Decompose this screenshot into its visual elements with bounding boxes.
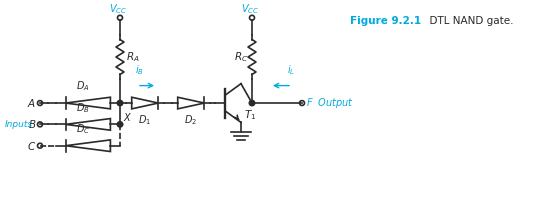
- Text: Figure 9.2.1: Figure 9.2.1: [350, 16, 421, 26]
- Text: $F$  Output: $F$ Output: [306, 96, 354, 110]
- Text: $A$: $A$: [27, 97, 36, 109]
- Text: $D_B$: $D_B$: [76, 101, 90, 115]
- Text: $i_L$: $i_L$: [287, 63, 295, 77]
- Text: $V_{CC}$: $V_{CC}$: [241, 2, 259, 16]
- Text: $D_A$: $D_A$: [76, 80, 90, 93]
- Text: Inputs: Inputs: [5, 120, 33, 129]
- Text: $i_B$: $i_B$: [135, 63, 144, 77]
- Text: $T_1$: $T_1$: [244, 108, 256, 122]
- Circle shape: [249, 100, 255, 106]
- Text: $V_{CC}$: $V_{CC}$: [109, 2, 127, 16]
- Text: $D_1$: $D_1$: [138, 113, 152, 127]
- Text: $R_A$: $R_A$: [126, 51, 140, 64]
- Circle shape: [117, 122, 123, 127]
- Text: $R_C$: $R_C$: [234, 51, 248, 64]
- Circle shape: [117, 100, 123, 106]
- Text: $D_2$: $D_2$: [184, 113, 197, 127]
- Text: $D_C$: $D_C$: [76, 122, 90, 136]
- Text: $B$: $B$: [27, 118, 36, 130]
- Text: $X$: $X$: [123, 111, 132, 123]
- Text: $C$: $C$: [27, 140, 36, 152]
- Text: DTL NAND gate.: DTL NAND gate.: [423, 16, 513, 26]
